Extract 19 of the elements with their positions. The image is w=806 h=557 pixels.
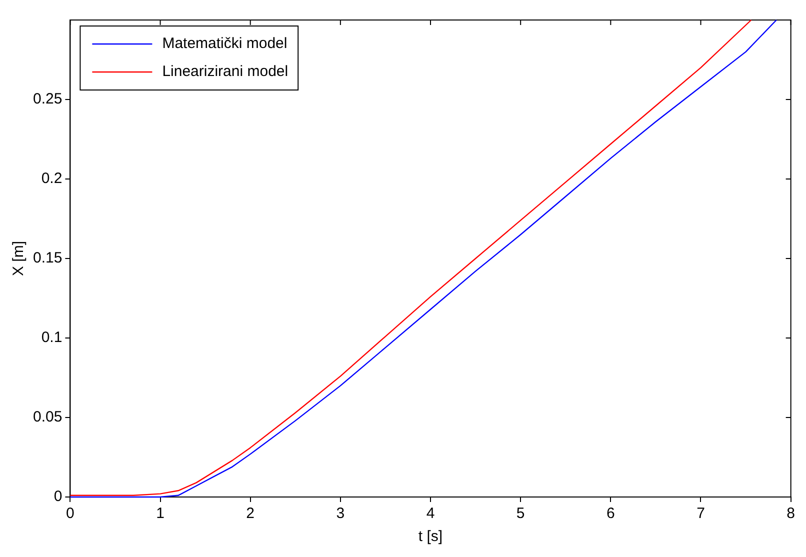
x-axis-title: t [s] <box>418 528 443 546</box>
x-tick-label: 5 <box>516 505 525 522</box>
y-tick-label: 0.2 <box>41 170 62 188</box>
legend-label: Matematički model <box>162 35 288 52</box>
x-tick-label: 4 <box>426 505 435 522</box>
x-tick-label: 1 <box>156 505 164 522</box>
y-tick-label: 0.25 <box>32 90 62 108</box>
x-tick-label: 0 <box>66 505 74 522</box>
legend-label: Linearizirani model <box>162 63 288 80</box>
x-tick-label: 6 <box>606 505 615 522</box>
y-axis-title: X [m] <box>10 240 28 276</box>
y-tick-label: 0 <box>54 488 62 506</box>
x-tick-label: 7 <box>696 505 705 522</box>
y-tick-label: 0.15 <box>32 250 62 267</box>
x-tick-label: 3 <box>336 505 345 522</box>
y-tick-label: 0.1 <box>41 329 62 346</box>
x-tick-label: 8 <box>786 505 795 522</box>
y-tick-label: 0.05 <box>32 408 62 426</box>
x-tick-label: 2 <box>246 505 255 522</box>
